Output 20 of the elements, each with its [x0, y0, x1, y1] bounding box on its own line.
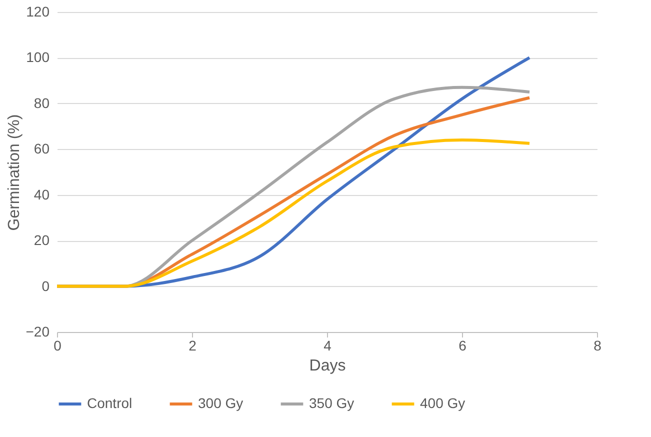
legend-label: 400 Gy: [420, 395, 466, 411]
legend-label: Control: [87, 395, 132, 411]
x-tick-label: 6: [458, 338, 467, 354]
y-axis-title: Germination (%): [6, 114, 23, 231]
y-tick-label: 40: [34, 186, 50, 202]
y-tick-label: 80: [34, 94, 50, 111]
x-tick-label: 4: [324, 338, 332, 354]
y-tick-label: 120: [26, 4, 50, 20]
y-tick-label: −20: [26, 324, 50, 340]
y-tick-label: 100: [26, 49, 50, 66]
x-tick-label: 2: [188, 338, 197, 354]
legend-label: 350 Gy: [309, 395, 354, 411]
y-tick-label: 0: [42, 278, 50, 294]
line-series: [56, 138, 531, 288]
x-tick-label: 0: [54, 338, 62, 354]
x-tick-label: 8: [594, 338, 602, 354]
y-tick-label: 20: [34, 232, 50, 248]
y-tick-label: 60: [34, 140, 50, 157]
legend-label: 300 Gy: [198, 395, 244, 411]
x-axis-title: Days: [309, 358, 346, 374]
